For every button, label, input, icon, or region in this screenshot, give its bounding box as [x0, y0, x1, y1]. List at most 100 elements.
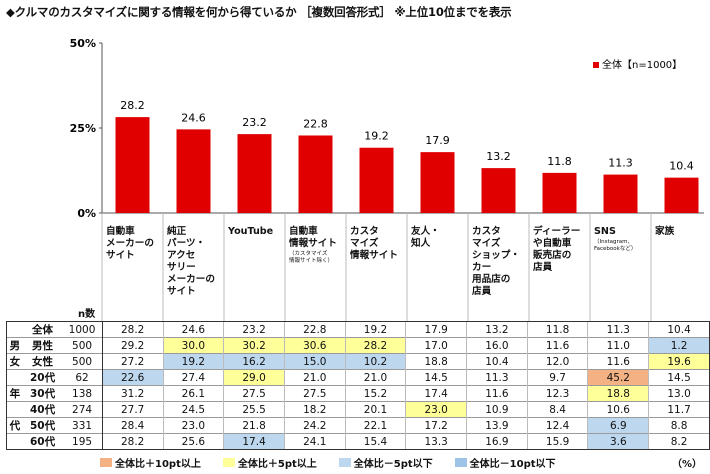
category-label: 友人・ 知人 — [411, 226, 440, 249]
table-cell: 11.7 — [648, 401, 710, 418]
row-group-label: 女 — [5, 353, 23, 370]
y-tick-label: 0% — [77, 207, 96, 220]
table-cell: 19.2 — [162, 353, 224, 370]
table-cell: 1.2 — [648, 337, 710, 354]
highlight-legend-item: 全体比－10pt以下 — [454, 455, 556, 470]
highlight-legend-item: 全体比－5pt以下 — [338, 455, 433, 470]
bar — [298, 135, 333, 213]
table-cell: 21.0 — [344, 369, 406, 386]
table-cell: 11.6 — [526, 337, 588, 354]
category-label: 家族 — [655, 226, 675, 237]
table-cell: 15.0 — [283, 353, 346, 370]
y-tick-label: 50% — [70, 37, 96, 50]
row-group-label — [5, 433, 23, 450]
table-cell: 12.4 — [526, 417, 588, 434]
row-group-label: 男 — [5, 337, 23, 354]
table-cell: 12.3 — [526, 385, 588, 402]
table-cell: 27.4 — [162, 369, 224, 386]
bar-value-label: 11.3 — [608, 157, 633, 170]
table-cell: 8.2 — [648, 433, 710, 450]
row-n-count: 274 — [62, 401, 103, 418]
table-cell: 29.2 — [101, 337, 164, 354]
legend-swatch — [454, 458, 467, 467]
table-cell: 23.2 — [223, 321, 285, 338]
table-cell: 17.4 — [405, 385, 467, 402]
highlight-legend-item: 全体比＋5pt以上 — [222, 455, 317, 470]
table-cell: 30.6 — [283, 337, 346, 354]
row-n-count: 1000 — [62, 321, 103, 338]
table-cell: 28.2 — [344, 337, 406, 354]
table-cell: 31.2 — [101, 385, 164, 402]
row-label: 40代 — [22, 401, 63, 418]
table-cell: 14.5 — [648, 369, 710, 386]
table-row: 20代 62 22.6 27.4 29.0 21.0 21.0 14.5 11.3 9.7 45.2… — [5, 369, 710, 386]
bar-value-label: 17.9 — [425, 134, 450, 147]
row-group-label: 年 — [5, 385, 23, 402]
table-cell: 15.9 — [526, 433, 588, 450]
table-cell: 25.5 — [223, 401, 285, 418]
table-cell: 17.9 — [405, 321, 467, 338]
bar-value-label: 22.8 — [303, 117, 328, 130]
table-cell: 6.9 — [587, 417, 649, 434]
table-cell: 11.3 — [587, 321, 649, 338]
table-cell: 18.8 — [587, 385, 649, 402]
row-group-label — [5, 369, 23, 386]
row-label: 30代 — [22, 385, 63, 402]
table-cell: 20.1 — [344, 401, 406, 418]
table-cell: 27.2 — [101, 353, 164, 370]
table-cell: 8.8 — [648, 417, 710, 434]
table-cell: 16.2 — [223, 353, 285, 370]
row-group-label — [5, 401, 23, 418]
table-cell: 9.7 — [526, 369, 588, 386]
legend-swatch — [100, 458, 112, 467]
table-cell: 17.0 — [405, 337, 467, 354]
category-sublabel: （カスタマイズ 情報サイト除く） — [289, 251, 334, 264]
bar — [115, 117, 150, 213]
legend-label: 全体比＋5pt以上 — [237, 459, 317, 470]
table-row: 全体 1000 28.2 24.6 23.2 22.8 19.2 17.9 13.2 11.8 11… — [5, 321, 710, 338]
table-cell: 16.9 — [466, 433, 528, 450]
table-cell: 24.2 — [283, 417, 346, 434]
table-cell: 10.6 — [587, 401, 649, 418]
table-cell: 17.4 — [223, 433, 285, 450]
legend-swatch — [338, 458, 351, 467]
category-label: 純正 パーツ・ アクセ サリー メーカーの サイト — [167, 226, 215, 297]
table-cell: 18.8 — [405, 353, 467, 370]
table-cell: 13.3 — [405, 433, 467, 450]
data-table: 全体 1000 28.2 24.6 23.2 22.8 19.2 17.9 13.2 11.8 11… — [5, 321, 710, 450]
chart-title: ◆クルマのカスタマイズに関する情報を何から得ているか ［複数回答形式］ ※上位1… — [6, 5, 512, 19]
row-label: 女性 — [22, 353, 63, 370]
bar — [176, 129, 211, 213]
bar — [359, 147, 394, 213]
y-tick-label: 25% — [70, 122, 96, 135]
table-cell: 22.1 — [344, 417, 406, 434]
table-row: 40代 274 27.7 24.5 25.5 18.2 20.1 23.0 10.9 8.4 10.… — [5, 401, 710, 418]
table-cell: 8.4 — [526, 401, 588, 418]
bar — [237, 134, 272, 213]
table-cell: 13.9 — [466, 417, 528, 434]
n-count-header: n数 — [78, 309, 96, 320]
table-cell: 22.6 — [101, 369, 164, 386]
bar — [542, 172, 577, 213]
row-n-count: 62 — [62, 369, 103, 386]
bar-value-label: 10.4 — [669, 160, 694, 173]
table-cell: 11.0 — [587, 337, 649, 354]
row-group-label: 代 — [5, 417, 23, 434]
table-cell: 10.2 — [344, 353, 406, 370]
row-n-count: 500 — [62, 337, 103, 354]
table-row: 女女性 500 27.2 19.2 16.2 15.0 10.2 18.8 10.4 12.0 11… — [5, 353, 710, 370]
bar-value-label: 11.8 — [547, 155, 572, 168]
table-cell: 21.0 — [283, 369, 346, 386]
table-cell: 15.4 — [344, 433, 406, 450]
legend-label: 全体比＋10pt以上 — [115, 459, 201, 470]
category-label: カスタ マイズ 情報サイト — [350, 226, 398, 261]
table-cell: 14.5 — [405, 369, 467, 386]
table-cell: 11.8 — [526, 321, 588, 338]
bar — [603, 174, 638, 213]
unit-label: （%） — [672, 459, 703, 470]
category-label: 自動車 情報サイト （カスタマイズ 情報サイト除く） — [289, 226, 347, 265]
table-cell: 19.6 — [648, 353, 710, 370]
category-label: YouTube — [228, 226, 274, 237]
table-cell: 19.2 — [344, 321, 406, 338]
table-row: 60代 195 28.2 25.6 17.4 24.1 15.4 13.3 16.9 15.9 3.… — [5, 433, 710, 450]
